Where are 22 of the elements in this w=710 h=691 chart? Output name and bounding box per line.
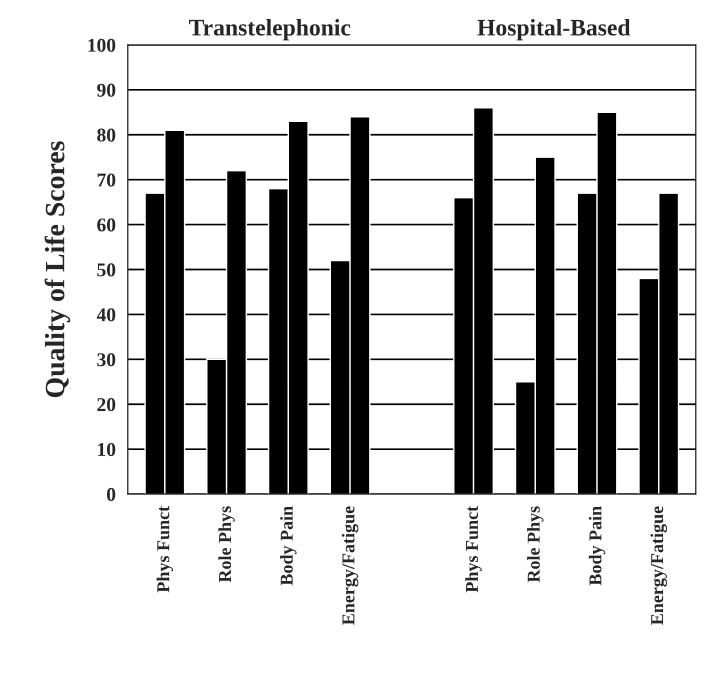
y-tick-label: 90 bbox=[97, 84, 116, 97]
y-tick-label: 80 bbox=[97, 128, 116, 142]
x-tick-label: Energy/Fatigue bbox=[342, 506, 358, 625]
y-tick-label: 30 bbox=[97, 353, 116, 366]
x-tick-label: Role Phys bbox=[527, 506, 544, 582]
x-tick-label: Body Pain bbox=[588, 506, 606, 586]
x-tick-label: Phys Funct bbox=[156, 506, 174, 592]
y-tick-label: 0 bbox=[107, 488, 116, 502]
x-tick-label: Energy/Fatigue bbox=[650, 506, 668, 625]
y-tick-label: 100 bbox=[88, 38, 116, 52]
y-axis-title: Quality of Life Scores bbox=[44, 141, 70, 398]
y-tick-label: 40 bbox=[96, 308, 116, 322]
y-tick-label: 60 bbox=[97, 218, 116, 232]
y-tick-label: 10 bbox=[98, 442, 116, 456]
y-tick-label: 50 bbox=[97, 263, 116, 276]
x-tick-label: Phys Funct bbox=[465, 506, 482, 592]
text: Hospital-Based bbox=[477, 19, 630, 40]
x-tick-label: Role Phys bbox=[218, 506, 235, 582]
y-tick-label: 70 bbox=[98, 173, 116, 187]
text: Transtelephonic bbox=[189, 19, 350, 40]
x-tick-label: Body Pain bbox=[280, 506, 297, 586]
y-tick-label: 20 bbox=[97, 398, 116, 412]
